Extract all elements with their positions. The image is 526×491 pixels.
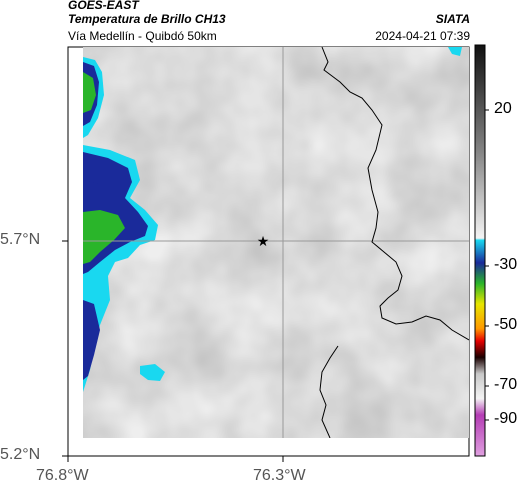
product-title: Temperatura de Brillo CH13: [68, 12, 226, 26]
lon-tick-label: 76.8°W: [36, 467, 89, 484]
colorbar-tick-label: 20: [494, 100, 512, 117]
colorbar-tick-label: -90: [494, 410, 518, 427]
lat-tick-label: 5.7°N: [0, 231, 41, 248]
lat-tick-label: 5.2°N: [0, 446, 41, 463]
colorbar: [474, 44, 486, 457]
satellite-name: GOES-EAST: [68, 0, 139, 12]
data-source: SIATA: [435, 12, 470, 26]
region-label: Vía Medellín - Quibdó 50km: [68, 29, 217, 43]
colorbar-tick-label: -30: [494, 256, 518, 273]
star-icon: ★: [257, 233, 270, 249]
lon-tick-label: 76.3°W: [253, 467, 306, 484]
colorbar-tick-label: -50: [494, 316, 518, 333]
colorbar-tick-label: -70: [494, 376, 518, 393]
cold-cloud-region: [83, 47, 462, 392]
department-boundary: [321, 47, 469, 341]
timestamp: 2024-04-21 07:39: [375, 29, 470, 43]
